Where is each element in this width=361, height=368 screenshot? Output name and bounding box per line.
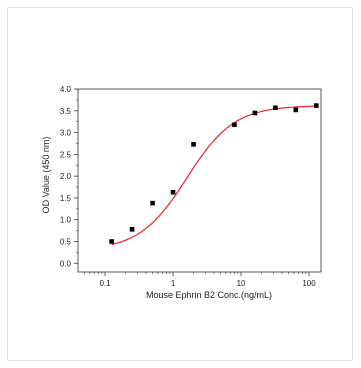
axes: 0.1 1 10 100 0.0 0.5 1.0 1.5 2.0 2.5 3.0 3.5 4.0 [60,85,322,288]
y-tick-label: 1.5 [60,194,72,203]
y-tick-label: 0.5 [60,238,72,247]
data-point [293,107,299,113]
data-point [170,189,176,195]
data-points [109,103,319,244]
y-tick-label: 2.5 [60,150,72,159]
data-point [191,142,196,147]
y-axis-label: OD Value (450 nm) [41,137,51,214]
fit-curve [111,105,317,246]
y-tick-label: 0.0 [60,259,72,268]
data-point [109,239,114,244]
fit-curve-group [111,105,317,246]
y-tick-label: 3.5 [60,107,72,116]
data-point [232,122,237,128]
x-tick-label: 10 [237,279,246,288]
data-point [314,103,319,108]
chart-panel [7,7,353,361]
plot-frame [77,88,322,273]
x-tick-label: 100 [302,279,316,288]
y-tick-label: 3.0 [60,129,72,138]
data-point [150,200,155,206]
x-tick-label: 1 [171,279,176,288]
data-point [252,110,258,116]
y-tick-label: 4.0 [60,85,72,94]
data-point [273,105,278,111]
y-tick-label: 2.0 [60,172,72,181]
x-axis-label: Mouse Ephrin B2 Conc.(ng/mL) [146,290,272,300]
y-tick-label: 1.0 [60,216,72,225]
x-tick-label: 0.1 [99,279,111,288]
data-point [129,227,135,232]
